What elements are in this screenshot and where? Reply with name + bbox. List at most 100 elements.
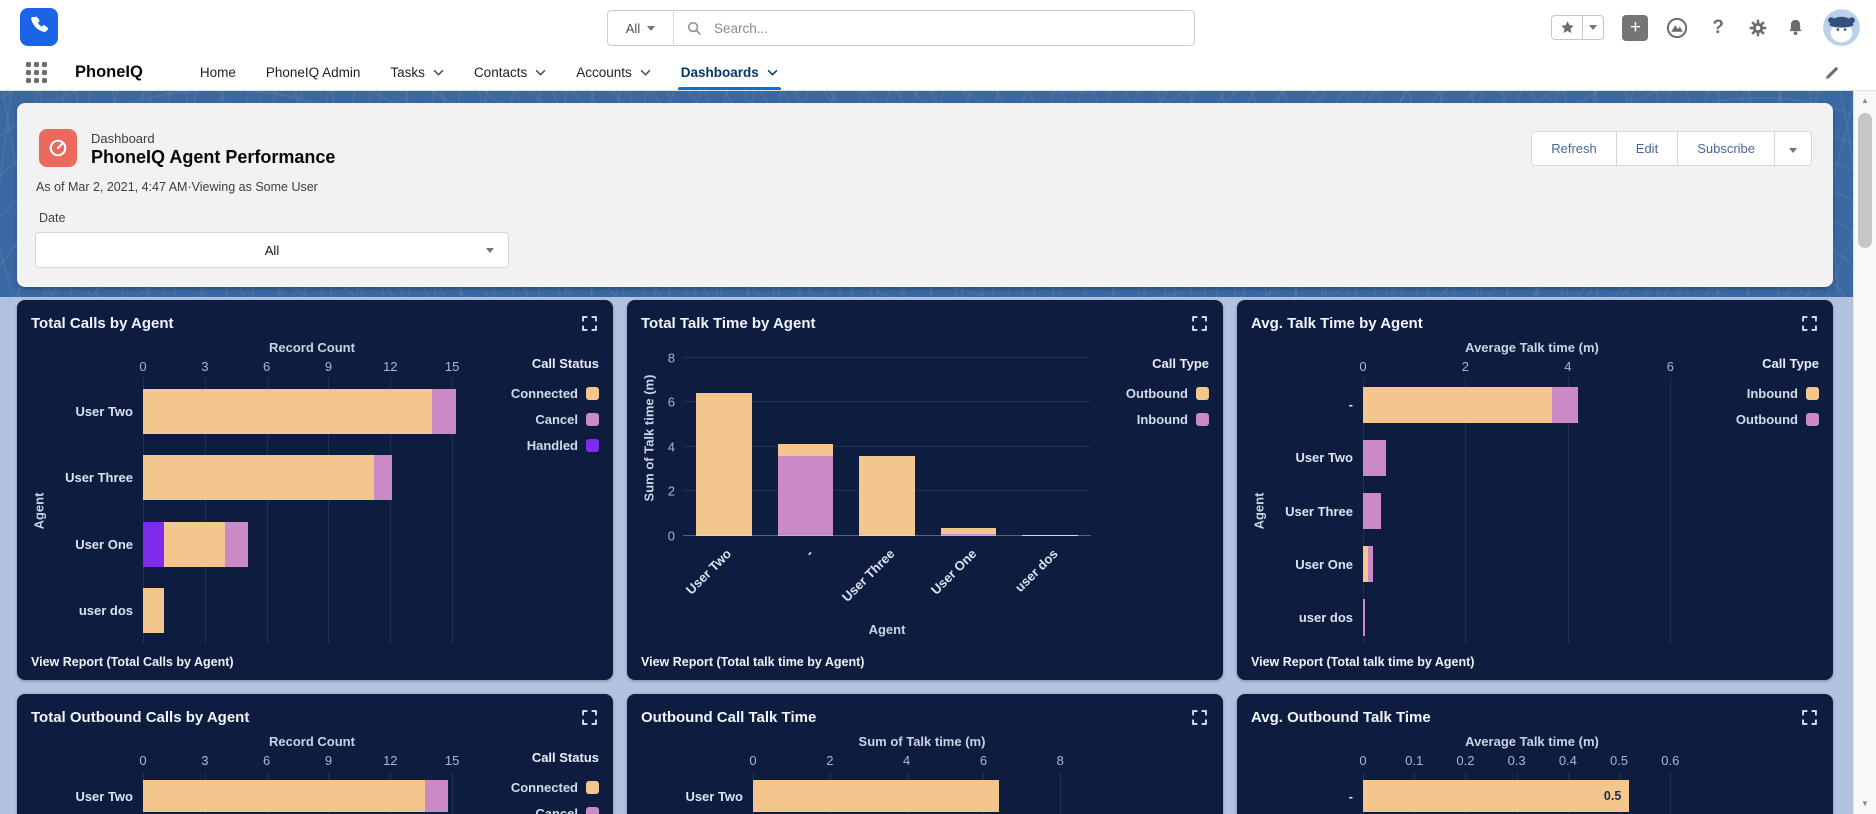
setup-gear-button[interactable] [1748,18,1768,38]
view-report-link[interactable]: View Report (Total talk time by Agent) [1251,655,1475,669]
bar-segment-connected[interactable] [143,455,374,501]
value-axis-title: Average Talk time (m) [1465,734,1599,749]
bar-segment-connected[interactable] [143,588,164,634]
page-scrollbar[interactable]: ▲ ▼ [1853,91,1876,814]
expand-icon[interactable] [1190,708,1209,727]
value-axis-title: Sum of Talk time (m) [641,374,657,502]
scrollbar-up-arrow[interactable]: ▲ [1861,96,1869,105]
bar-segment-outbound[interactable] [1363,779,1630,813]
edit-nav-pencil-button[interactable] [1818,64,1846,85]
search-scope-button[interactable]: All [608,11,674,45]
bar-segment-connected[interactable] [163,521,226,567]
expand-icon[interactable] [580,314,599,333]
tab-phoneiq-admin[interactable]: PhoneIQ Admin [265,65,361,80]
more-actions-button[interactable] [1774,131,1812,166]
legend-title: Call Type [1762,356,1819,371]
bar-segment-outbound[interactable] [1552,386,1579,423]
help-button[interactable]: ? [1706,16,1730,40]
bar-segment-connected[interactable] [143,779,426,813]
tab-accounts[interactable]: Accounts [561,55,666,90]
bar-segment-outbound[interactable] [1363,599,1365,636]
expand-icon[interactable] [580,708,599,727]
subscribe-button[interactable]: Subscribe [1677,131,1775,166]
legend-swatch [1806,386,1819,400]
search-icon [687,21,702,36]
axis-tick: 9 [324,359,333,374]
tab-contacts[interactable]: Contacts [459,55,561,90]
value-axis: 0 2 4 6 8 [749,752,1091,772]
date-filter-combobox[interactable]: All [35,232,509,268]
bar-segment-inbound[interactable] [1363,546,1369,583]
plot-area [143,772,481,814]
value-axis-title: Record Count [269,340,355,355]
view-report-link[interactable]: View Report (Total talk time by Agent) [641,655,865,669]
bar-segment-outbound[interactable] [753,779,999,813]
axis-tick: 0.6 [1661,753,1680,768]
widget-title: Outbound Call Talk Time [641,708,817,726]
search-input[interactable] [712,19,1194,37]
widget-title: Total Calls by Agent [31,314,174,332]
bar-segment-inbound[interactable] [1363,386,1553,423]
expand-icon[interactable] [1800,708,1819,727]
favorites-dropdown-button[interactable] [1582,16,1603,39]
chevron-down-icon [647,25,656,31]
favorites-star-button[interactable] [1552,16,1582,39]
bar-segment-outbound[interactable] [1368,546,1374,583]
bar-segment-cancel[interactable] [373,455,393,501]
bar-segment-outbound[interactable] [1363,439,1387,476]
axis-tick: 12 [383,359,398,374]
legend-item-inbound: Inbound [1137,406,1209,432]
bar-segment-cancel[interactable] [425,779,449,813]
app-launcher-button[interactable] [20,61,53,84]
view-report-link[interactable]: View Report (Total Calls by Agent) [31,655,234,669]
legend-swatch [586,780,599,794]
refresh-button[interactable]: Refresh [1531,131,1617,166]
legend-title: Call Type [1152,356,1209,371]
tab-dashboards[interactable]: Dashboards [666,55,793,90]
chart-avg-talk-time-by-agent: Average Talk time (m) 0 2 4 6 Agent - User Two U… [1251,340,1701,644]
plus-icon: + [1629,16,1641,38]
category-label: User One [1295,556,1353,572]
category-label: - [1348,788,1353,804]
bar-segment-outbound[interactable] [1363,492,1381,530]
bar-segment-connected[interactable] [143,388,432,434]
category-axis-title: Agent [31,492,47,530]
tab-tasks[interactable]: Tasks [375,55,459,90]
category-axis: - User Two User Three User One user dos [1267,378,1363,644]
chevron-down-icon [486,247,494,253]
bar-segment-handled[interactable] [143,521,164,567]
bar-segment-cancel[interactable] [431,388,457,434]
bar-segment-cancel[interactable] [225,521,249,567]
bar-segment-outbound[interactable] [859,455,915,536]
tab-home[interactable]: Home [199,65,236,80]
value-axis: 0 2 4 6 8 [657,340,683,543]
trailhead-button[interactable] [1666,17,1688,39]
widget-title: Total Talk Time by Agent [641,314,816,332]
quick-add-button[interactable]: + [1622,14,1649,41]
axis-tick: 0 [1359,359,1367,374]
plot-area [753,772,1091,814]
plot-area [1363,378,1701,644]
edit-button[interactable]: Edit [1615,131,1679,166]
notifications-bell-button[interactable] [1786,18,1805,37]
chevron-down-icon [1589,25,1598,30]
expand-icon[interactable] [1190,314,1209,333]
legend-swatch [586,412,599,426]
axis-tick: 2 [667,483,675,499]
legend-item-outbound: Outbound [1126,380,1209,406]
bar-segment-outbound[interactable] [940,528,997,534]
category-label: User Three [838,546,898,605]
bar-segment-inbound[interactable] [777,455,834,536]
legend-item-connected: Connected [511,774,599,800]
widget-title: Total Outbound Calls by Agent [31,708,250,726]
bar-segment-outbound[interactable] [777,443,834,456]
app-name: PhoneIQ [75,63,143,81]
category-label: user dos [1011,546,1061,595]
expand-icon[interactable] [1800,314,1819,333]
category-axis: User Two [47,772,143,814]
bar-segment-outbound[interactable] [696,393,752,536]
user-avatar[interactable] [1823,9,1860,46]
scrollbar-down-arrow[interactable]: ▼ [1861,799,1869,808]
scrollbar-thumb[interactable] [1858,113,1872,248]
